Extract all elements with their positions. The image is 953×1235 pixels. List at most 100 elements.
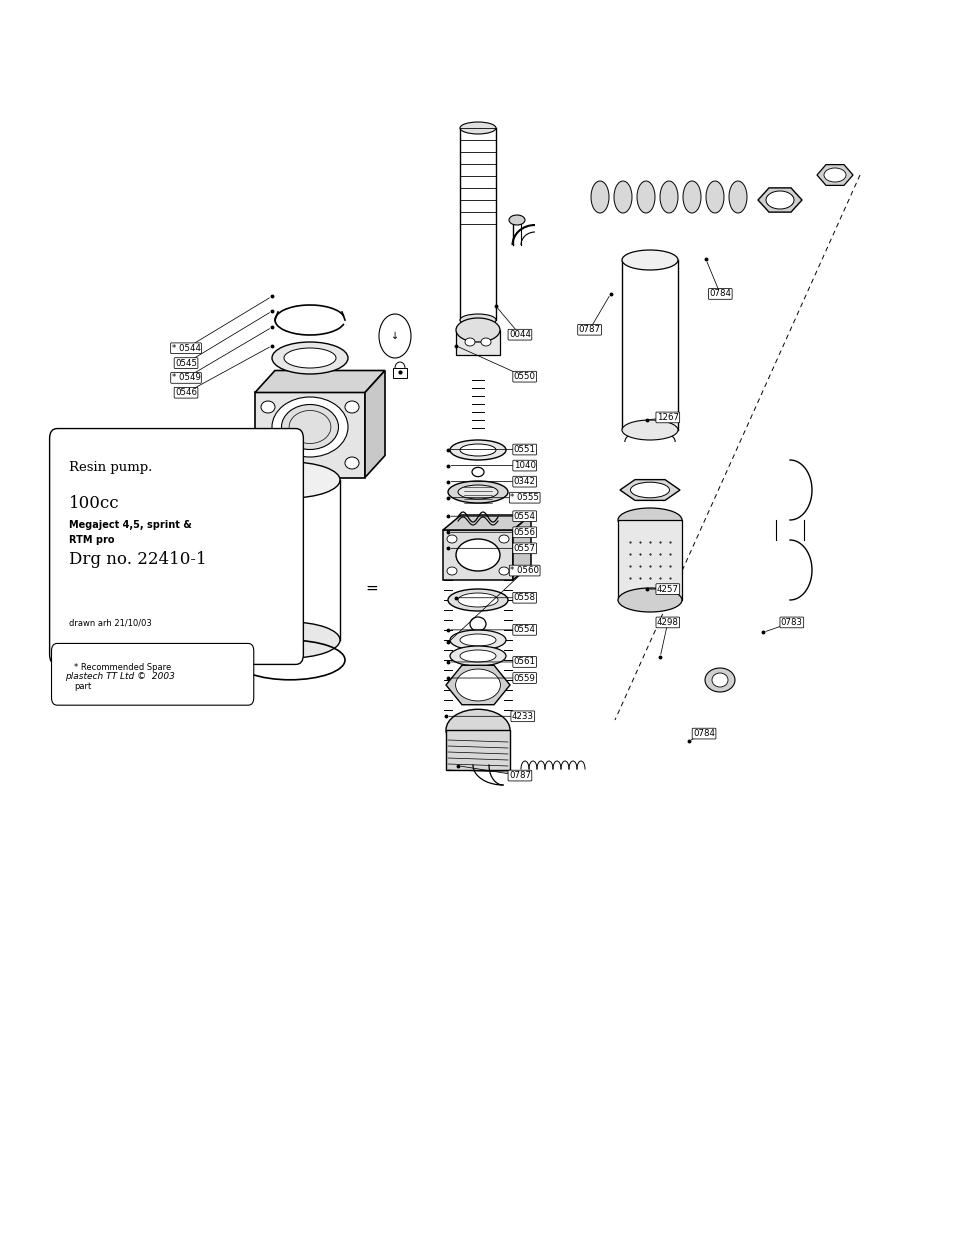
Ellipse shape [459,650,496,662]
Ellipse shape [446,709,510,751]
Text: 100cc: 100cc [69,495,119,513]
Ellipse shape [448,589,507,611]
Ellipse shape [240,462,339,498]
Ellipse shape [637,182,655,212]
Text: * 0560: * 0560 [510,566,538,576]
FancyBboxPatch shape [51,643,253,705]
Ellipse shape [345,457,358,469]
Polygon shape [365,370,385,478]
Text: 0545: 0545 [174,358,197,368]
Ellipse shape [459,122,496,135]
Ellipse shape [618,588,681,613]
Text: 4233: 4233 [511,711,534,721]
Ellipse shape [447,567,456,576]
Ellipse shape [728,182,746,212]
Polygon shape [254,393,365,478]
Text: 0784: 0784 [708,289,731,299]
Polygon shape [816,164,852,185]
Ellipse shape [261,401,274,412]
Text: 0550: 0550 [513,372,536,382]
Ellipse shape [705,182,723,212]
Polygon shape [446,666,510,705]
Ellipse shape [765,191,793,209]
Text: 0557: 0557 [513,543,536,553]
Ellipse shape [272,342,348,374]
Text: drawn arh 21/10/03: drawn arh 21/10/03 [69,619,152,627]
Ellipse shape [448,480,507,503]
Text: Megaject 4,5, sprint &: Megaject 4,5, sprint & [69,520,192,530]
Text: 0551: 0551 [513,445,536,454]
Text: part: part [74,682,91,690]
Ellipse shape [630,482,669,498]
Ellipse shape [450,646,505,666]
Ellipse shape [450,440,505,459]
Ellipse shape [590,182,608,212]
Ellipse shape [480,338,491,346]
Text: 4298: 4298 [657,618,678,627]
Text: 0783: 0783 [780,618,802,627]
Bar [446,730,510,769]
Polygon shape [442,530,513,580]
Ellipse shape [447,535,456,543]
Ellipse shape [711,673,727,687]
Ellipse shape [704,668,734,692]
Ellipse shape [272,396,348,457]
Ellipse shape [456,317,499,342]
Polygon shape [442,515,531,530]
Ellipse shape [456,538,499,571]
Text: 0548: 0548 [165,548,188,558]
Text: 4257: 4257 [656,584,679,594]
FancyBboxPatch shape [50,429,303,664]
Text: 0044: 0044 [508,330,531,340]
Ellipse shape [289,410,331,443]
Text: 0554: 0554 [513,625,536,635]
Text: ↓: ↓ [391,331,398,341]
Ellipse shape [240,622,339,658]
Text: Resin pump.: Resin pump. [69,461,152,474]
Ellipse shape [614,182,631,212]
Text: 0546: 0546 [174,388,197,398]
Text: * 0555: * 0555 [510,493,538,503]
Text: 1040: 1040 [513,461,536,471]
Ellipse shape [509,215,524,225]
Ellipse shape [498,535,509,543]
Ellipse shape [470,618,485,631]
Text: * 0547: * 0547 [152,588,181,598]
Text: 0249: 0249 [161,443,182,453]
Text: * 0549: * 0549 [172,373,200,383]
Ellipse shape [618,508,681,532]
Ellipse shape [823,168,845,182]
Text: plastech TT Ltd ©  2003: plastech TT Ltd © 2003 [65,672,174,682]
Ellipse shape [457,485,497,499]
Text: * 0544: * 0544 [172,343,200,353]
Ellipse shape [281,405,338,450]
Text: 0784: 0784 [692,729,715,739]
Ellipse shape [345,401,358,412]
Ellipse shape [659,182,678,212]
Ellipse shape [284,348,335,368]
Ellipse shape [459,314,496,326]
Ellipse shape [378,314,411,358]
Ellipse shape [450,630,505,650]
Text: 0559: 0559 [514,673,535,683]
Ellipse shape [261,457,274,469]
Bar [618,520,681,600]
Ellipse shape [621,249,678,270]
Ellipse shape [459,634,496,646]
Polygon shape [254,370,385,393]
Text: 0558: 0558 [513,593,536,603]
Ellipse shape [223,433,251,456]
Text: 0556: 0556 [513,527,536,537]
Polygon shape [513,515,531,580]
Polygon shape [619,479,679,500]
Text: 0554: 0554 [513,511,536,521]
Ellipse shape [459,445,496,456]
Ellipse shape [229,438,245,451]
Text: 0561: 0561 [513,657,536,667]
Ellipse shape [498,567,509,576]
Text: * 0547: * 0547 [162,532,191,542]
Text: Drg no. 22410-1: Drg no. 22410-1 [69,551,206,568]
Text: 0342: 0342 [513,477,536,487]
Text: 0787: 0787 [578,325,600,335]
Text: * Recommended Spare: * Recommended Spare [74,663,172,672]
